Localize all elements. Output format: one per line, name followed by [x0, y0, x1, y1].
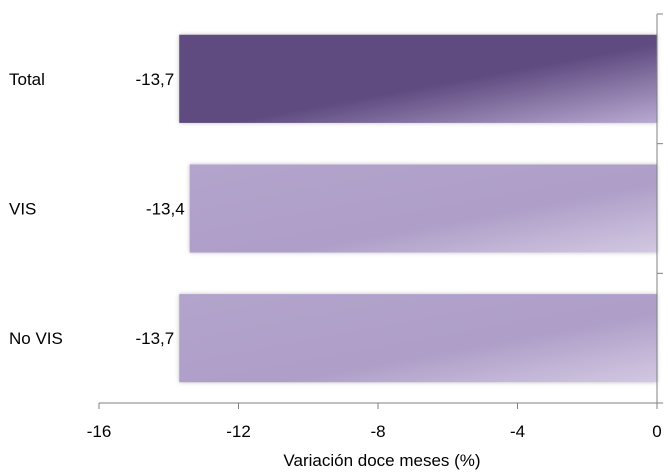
category-label: VIS [9, 200, 36, 219]
x-tick-label: 0 [652, 422, 661, 441]
bar-vis [189, 164, 658, 253]
category-label: No VIS [9, 329, 63, 348]
x-tick-label: -8 [370, 422, 385, 441]
data-label: -13,4 [146, 200, 185, 219]
x-axis-title: Variación doce meses (%) [283, 451, 480, 470]
x-tick-label: -12 [226, 422, 251, 441]
bar-no-vis [179, 294, 657, 383]
x-ticks-layer: -16 -12 -8 -4 0 [87, 403, 662, 441]
bars-layer: -13,7 Total -13,4 VIS -13,7 No VIS [9, 34, 658, 383]
x-tick-label: -4 [510, 422, 525, 441]
y-ticks-layer [657, 13, 663, 404]
x-tick-label: -16 [87, 422, 112, 441]
data-label: -13,7 [135, 329, 174, 348]
bar-total [179, 34, 657, 123]
category-label: Total [9, 70, 45, 89]
data-label: -13,7 [135, 70, 174, 89]
